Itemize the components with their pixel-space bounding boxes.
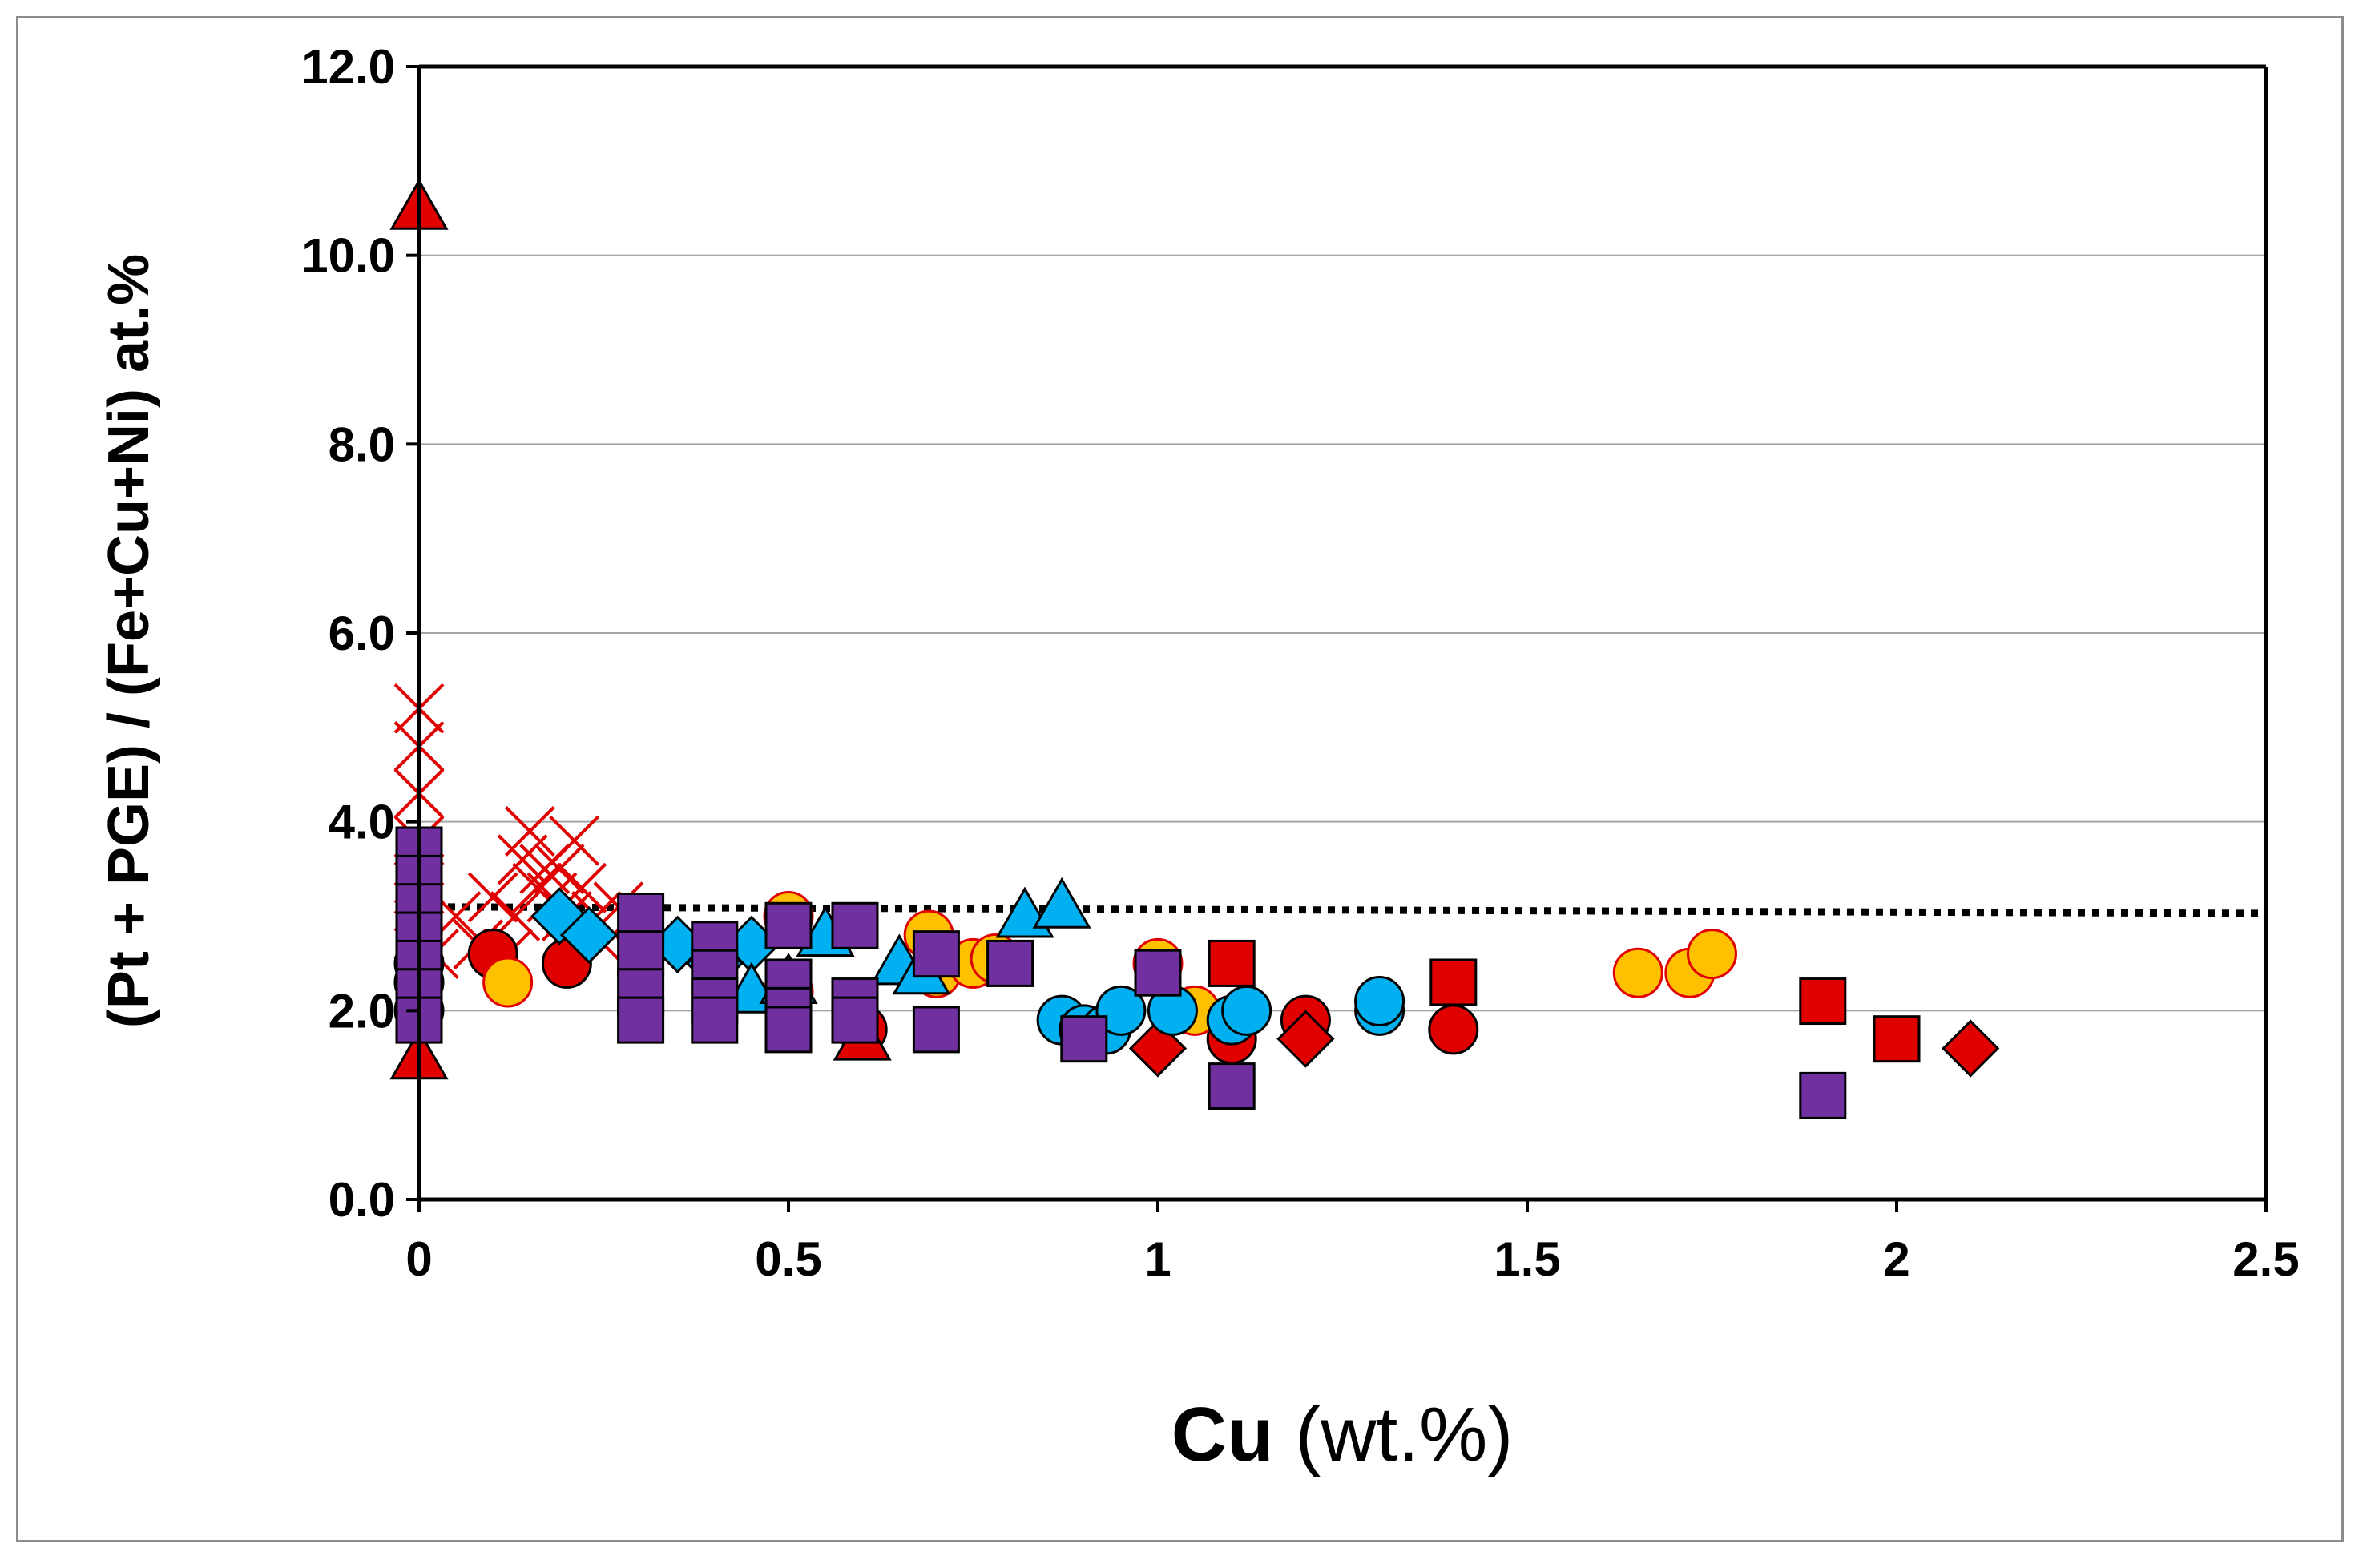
blue-triangles-point-6 (1032, 877, 1091, 929)
y-tick-label-5: 10.0 (301, 229, 395, 283)
y-tick-label-3: 6.0 (329, 607, 395, 660)
purple-squares-point-22 (912, 930, 960, 978)
y-tick-labels: 0.0 2.0 4.0 6.0 8.0 10.0 12.0 (301, 40, 395, 1227)
red-diamonds-point-1 (1276, 1010, 1335, 1068)
red-crosses-point-18 (534, 844, 585, 894)
y-axis-title: (Pt + PGE) / (Fe+Cu+Ni) at.% (97, 254, 161, 1028)
purple-squares-point-19 (831, 901, 879, 949)
red-crosses-point-20 (549, 815, 600, 866)
reference-line (418, 903, 2267, 917)
purple-squares-point-26 (1134, 949, 1182, 997)
yellow-circles-point-9 (1612, 947, 1663, 998)
blue-circles-point-3 (1095, 985, 1147, 1036)
yellow-circles-point-0 (482, 957, 534, 1008)
data-points (389, 178, 2000, 1119)
red-circles-point-8 (1428, 1004, 1479, 1055)
red-squares-point-0 (1208, 939, 1256, 987)
reference-line-group (418, 903, 2267, 917)
purple-squares-point-24 (986, 939, 1034, 987)
x-axis-title-bold: Cu (1171, 1392, 1274, 1477)
x-tick-label-5: 2.5 (2232, 1232, 2299, 1286)
red-crosses-point-10 (467, 872, 518, 923)
red-crosses-point-14 (504, 806, 555, 857)
blue-circles-point-6 (1221, 985, 1272, 1036)
red-squares-point-2 (1799, 977, 1847, 1026)
purple-squares-point-10 (617, 996, 665, 1044)
x-tick-label-0: 0 (405, 1232, 432, 1286)
x-tick-label-1: 0.5 (755, 1232, 821, 1286)
purple-squares-point-14 (691, 996, 739, 1044)
purple-squares-point-25 (1060, 1015, 1108, 1063)
purple-squares-point-23 (912, 1006, 960, 1054)
red-squares-point-1 (1429, 958, 1478, 1006)
y-tick-label-2: 4.0 (329, 796, 395, 849)
purple-squares-point-27 (1208, 1062, 1256, 1110)
x-tick-labels: 0 0.5 1 1.5 2 2.5 (405, 1232, 2299, 1286)
gridlines (419, 66, 2266, 1012)
x-tick-label-2: 1 (1144, 1232, 1171, 1286)
purple-squares-point-18 (764, 1006, 813, 1054)
x-axis-title-rest: (wt.%) (1274, 1392, 1514, 1477)
yellow-circles-point-11 (1687, 929, 1737, 980)
y-tick-label-1: 2.0 (329, 984, 395, 1038)
y-tick-label-6: 12.0 (301, 40, 395, 94)
red-squares-point-3 (1873, 1015, 1921, 1063)
blue-diamonds-point-1 (559, 905, 619, 965)
y-tick-label-4: 8.0 (329, 417, 395, 471)
blue-circles-point-8 (1354, 976, 1405, 1027)
x-tick-label-3: 1.5 (1494, 1232, 1560, 1286)
axes (406, 64, 2268, 1212)
y-tick-label-0: 0.0 (329, 1173, 395, 1227)
purple-squares-point-15 (764, 901, 813, 949)
purple-squares-point-21 (831, 996, 879, 1044)
red-diamonds-point-2 (1942, 1019, 2000, 1078)
purple-squares-point-28 (1799, 1071, 1847, 1119)
x-axis-title: Cu (wt.%) (1171, 1392, 1514, 1477)
x-tick-label-4: 2 (1883, 1232, 1909, 1286)
